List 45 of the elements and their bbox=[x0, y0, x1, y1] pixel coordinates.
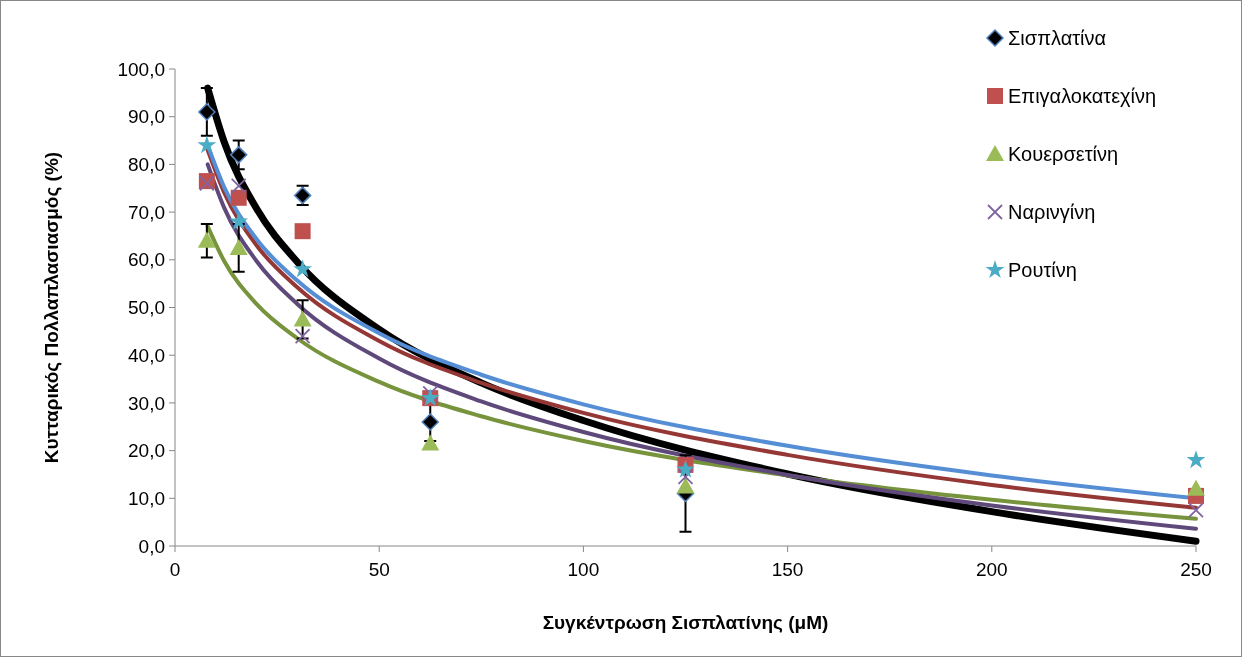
x-axis-title: Συγκέντρωση Σισπλατίνης (μM) bbox=[542, 612, 829, 633]
point bbox=[229, 238, 248, 255]
legend-label: Ρουτίνη bbox=[1008, 259, 1077, 281]
legend-label: Κουερσετίνη bbox=[1008, 143, 1119, 165]
x-tick-label: 150 bbox=[771, 559, 804, 580]
point bbox=[293, 310, 312, 327]
y-tick-label: 30,0 bbox=[128, 392, 165, 414]
y-tick-label: 70,0 bbox=[128, 201, 165, 223]
legend-label: Ναρινγίνη bbox=[1008, 201, 1096, 223]
y-axis-title: Κυτταρικός Πολλαπλασιασμός (%) bbox=[41, 151, 62, 464]
point bbox=[197, 135, 217, 154]
y-tick-label: 80,0 bbox=[128, 154, 165, 176]
y-tick-label: 10,0 bbox=[128, 487, 165, 509]
y-tick-label: 100,0 bbox=[117, 58, 165, 80]
point bbox=[1188, 502, 1204, 519]
point bbox=[421, 413, 439, 431]
y-tick-label: 90,0 bbox=[128, 106, 165, 128]
x-tick-label: 200 bbox=[975, 559, 1008, 580]
legend-label: Επιγαλοκατεχίνη bbox=[1008, 85, 1157, 107]
point bbox=[230, 177, 247, 194]
legend-label: Σισπλατίνα bbox=[1008, 27, 1107, 49]
point bbox=[294, 328, 311, 345]
point bbox=[677, 468, 694, 485]
point bbox=[1186, 450, 1206, 469]
point bbox=[1187, 479, 1205, 496]
point bbox=[422, 385, 439, 402]
y-tick-label: 40,0 bbox=[128, 344, 165, 366]
x-tick-label: 250 bbox=[1180, 559, 1212, 580]
point bbox=[676, 477, 695, 494]
y-tick-label: 0,0 bbox=[138, 535, 165, 557]
y-tick-label: 60,0 bbox=[128, 249, 165, 271]
point bbox=[198, 103, 216, 121]
x-tick-label: 0 bbox=[169, 559, 181, 580]
point bbox=[197, 231, 216, 248]
y-tick-label: 50,0 bbox=[128, 297, 165, 319]
point bbox=[421, 434, 440, 451]
x-tick-label: 100 bbox=[567, 559, 600, 580]
y-tick-label: 20,0 bbox=[128, 440, 165, 462]
point bbox=[676, 459, 695, 478]
point bbox=[293, 259, 313, 278]
point bbox=[229, 146, 248, 164]
x-tick-label: 50 bbox=[368, 559, 390, 580]
point bbox=[294, 223, 311, 240]
point bbox=[230, 189, 247, 206]
point bbox=[229, 211, 249, 230]
